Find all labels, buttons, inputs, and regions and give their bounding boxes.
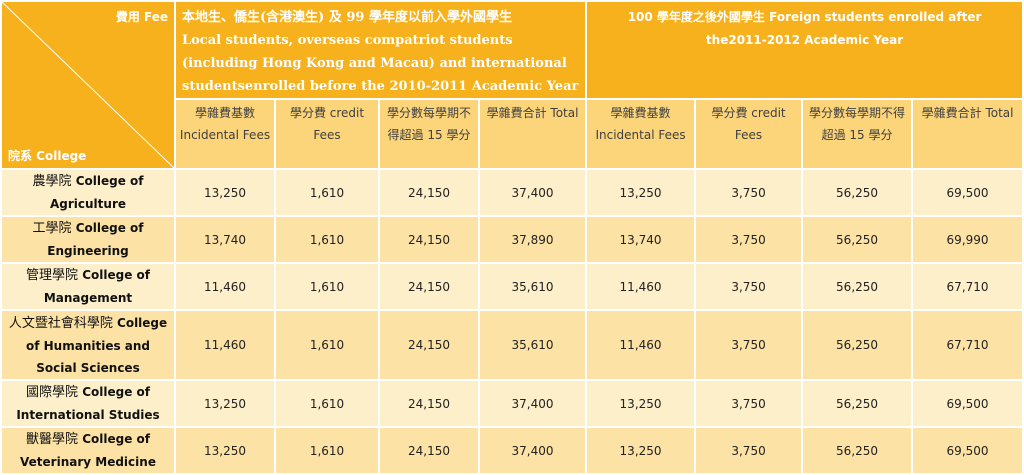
foreign-credit-fees: 3,750 <box>694 168 804 217</box>
foreign-credit-limit-fees: 56,250 <box>801 215 914 264</box>
college-name-zh: 管理學院 <box>26 268 79 283</box>
college-name-en: College of Agriculture <box>49 174 144 211</box>
local-credit-limit-header: 學分數每學期不得超過 15 學分 <box>378 98 480 170</box>
table-row: 工學院 College of Engineering 13,740 1,610 … <box>0 215 1024 264</box>
local-incidental-fees: 13,740 <box>174 215 276 264</box>
foreign-credit-limit-fees: 56,250 <box>801 379 914 428</box>
local-credit-limit-fees: 24,150 <box>378 309 480 381</box>
foreign-group-title-line1: 100 學年度之後外國學生 Foreign students enrolled … <box>627 10 982 24</box>
local-total: 37,890 <box>477 215 588 264</box>
local-credit-fees: 1,610 <box>274 309 380 381</box>
local-group-title-zh: 本地生、僑生(含港澳生) 及 99 學年度以前入學外國學生 <box>182 10 512 25</box>
local-credit-limit-fees: 24,150 <box>378 168 480 217</box>
foreign-total: 69,500 <box>911 168 1024 217</box>
local-credit-fees: 1,610 <box>274 426 380 475</box>
local-credit-limit-fees: 24,150 <box>378 426 480 475</box>
local-incidental-fees-header: 學雜費基數 Incidental Fees <box>174 98 276 170</box>
foreign-incidental-fees: 13,250 <box>585 168 697 217</box>
local-total: 37,400 <box>477 168 588 217</box>
college-name-en: College of Humanities and Social Science… <box>25 315 168 375</box>
foreign-total: 69,500 <box>911 426 1024 475</box>
college-name-en: College of Engineering <box>47 221 144 258</box>
foreign-incidental-fees: 13,740 <box>585 215 697 264</box>
foreign-total: 69,990 <box>911 215 1024 264</box>
college-cell: 人文暨社會科學院 College of Humanities and Socia… <box>0 309 176 381</box>
subheader-row: 學雜費基數 Incidental Fees 學分費 credit Fees 學分… <box>1 98 1024 170</box>
local-total: 37,400 <box>477 379 588 428</box>
foreign-credit-fees-header: 學分費 credit Fees <box>694 98 804 170</box>
local-incidental-fees: 13,250 <box>174 379 276 428</box>
local-total: 37,400 <box>477 426 588 475</box>
foreign-incidental-fees: 13,250 <box>585 426 697 475</box>
corner-header-cell: 費用 Fee 院系 College <box>0 0 176 170</box>
table-row: 農學院 College of Agriculture 13,250 1,610 … <box>0 168 1024 217</box>
table-row: 管理學院 College of Management 11,460 1,610 … <box>0 262 1024 311</box>
college-name-en: College of Management <box>43 268 150 305</box>
local-total: 35,610 <box>477 309 588 381</box>
local-total: 35,610 <box>477 262 588 311</box>
college-name-en: College of International Studies <box>16 385 160 422</box>
foreign-credit-fees: 3,750 <box>694 215 804 264</box>
foreign-total: 67,710 <box>911 309 1024 381</box>
college-cell: 國際學院 College of International Studies <box>0 379 176 428</box>
local-credit-limit-fees: 24,150 <box>378 262 480 311</box>
local-total-header: 學雜費合計 Total <box>477 98 588 170</box>
foreign-credit-limit-fees: 56,250 <box>801 309 914 381</box>
local-credit-fees: 1,610 <box>274 379 380 428</box>
local-incidental-fees: 11,460 <box>174 309 276 381</box>
foreign-total: 69,500 <box>911 379 1024 428</box>
foreign-credit-limit-header: 學分數每學期不得超過 15 學分 <box>801 98 914 170</box>
foreign-credit-fees: 3,750 <box>694 309 804 381</box>
foreign-incidental-fees: 11,460 <box>585 309 697 381</box>
foreign-credit-limit-fees: 56,250 <box>801 262 914 311</box>
foreign-total: 67,710 <box>911 262 1024 311</box>
foreign-students-group-header: 100 學年度之後外國學生 Foreign students enrolled … <box>585 0 1024 100</box>
diagonal-divider <box>3 3 173 167</box>
college-row-label: 院系 College <box>8 149 87 163</box>
local-credit-fees: 1,610 <box>274 168 380 217</box>
local-group-title-en: Local students, overseas compatriot stud… <box>182 33 579 94</box>
local-credit-limit-fees: 24,150 <box>378 215 480 264</box>
foreign-incidental-fees: 13,250 <box>585 379 697 428</box>
college-name-zh: 國際學院 <box>26 385 79 400</box>
local-credit-fees-header: 學分費 credit Fees <box>274 98 380 170</box>
fee-column-label: 費用 Fee <box>115 10 168 24</box>
foreign-credit-limit-fees: 56,250 <box>801 426 914 475</box>
foreign-incidental-fees: 11,460 <box>585 262 697 311</box>
table-row: 人文暨社會科學院 College of Humanities and Socia… <box>0 309 1024 381</box>
college-name-zh: 人文暨社會科學院 <box>8 315 113 331</box>
college-name-zh: 工學院 <box>32 221 72 236</box>
local-credit-limit-fees: 24,150 <box>378 379 480 428</box>
college-name-zh: 獸醫學院 <box>26 432 79 447</box>
foreign-total-header: 學雜費合計 Total <box>911 98 1024 170</box>
local-credit-fees: 1,610 <box>274 262 380 311</box>
college-cell: 管理學院 College of Management <box>0 262 176 311</box>
table-row: 獸醫學院 College of Veterinary Medicine 13,2… <box>0 426 1024 475</box>
local-students-group-header: 本地生、僑生(含港澳生) 及 99 學年度以前入學外國學生 Local stud… <box>173 0 588 100</box>
college-name-zh: 農學院 <box>32 174 72 189</box>
local-incidental-fees: 13,250 <box>174 426 276 475</box>
foreign-credit-fees: 3,750 <box>694 379 804 428</box>
foreign-credit-fees: 3,750 <box>694 426 804 475</box>
local-incidental-fees: 13,250 <box>174 168 276 217</box>
college-cell: 獸醫學院 College of Veterinary Medicine <box>0 426 176 475</box>
college-cell: 農學院 College of Agriculture <box>0 168 176 217</box>
foreign-incidental-fees-header: 學雜費基數 Incidental Fees <box>585 98 697 170</box>
group-header-row: 費用 Fee 院系 College 本地生、僑生(含港澳生) 及 99 學年度以… <box>0 0 1024 170</box>
college-cell: 工學院 College of Engineering <box>0 215 176 264</box>
table-row: 國際學院 College of International Studies 13… <box>0 379 1024 428</box>
local-incidental-fees: 11,460 <box>174 262 276 311</box>
foreign-credit-limit-fees: 56,250 <box>801 168 914 217</box>
college-name-en: College of Veterinary Medicine <box>20 432 156 469</box>
local-credit-fees: 1,610 <box>274 215 380 264</box>
foreign-credit-fees: 3,750 <box>694 262 804 311</box>
foreign-group-title-line2: the2011-2012 Academic Year <box>705 33 904 47</box>
